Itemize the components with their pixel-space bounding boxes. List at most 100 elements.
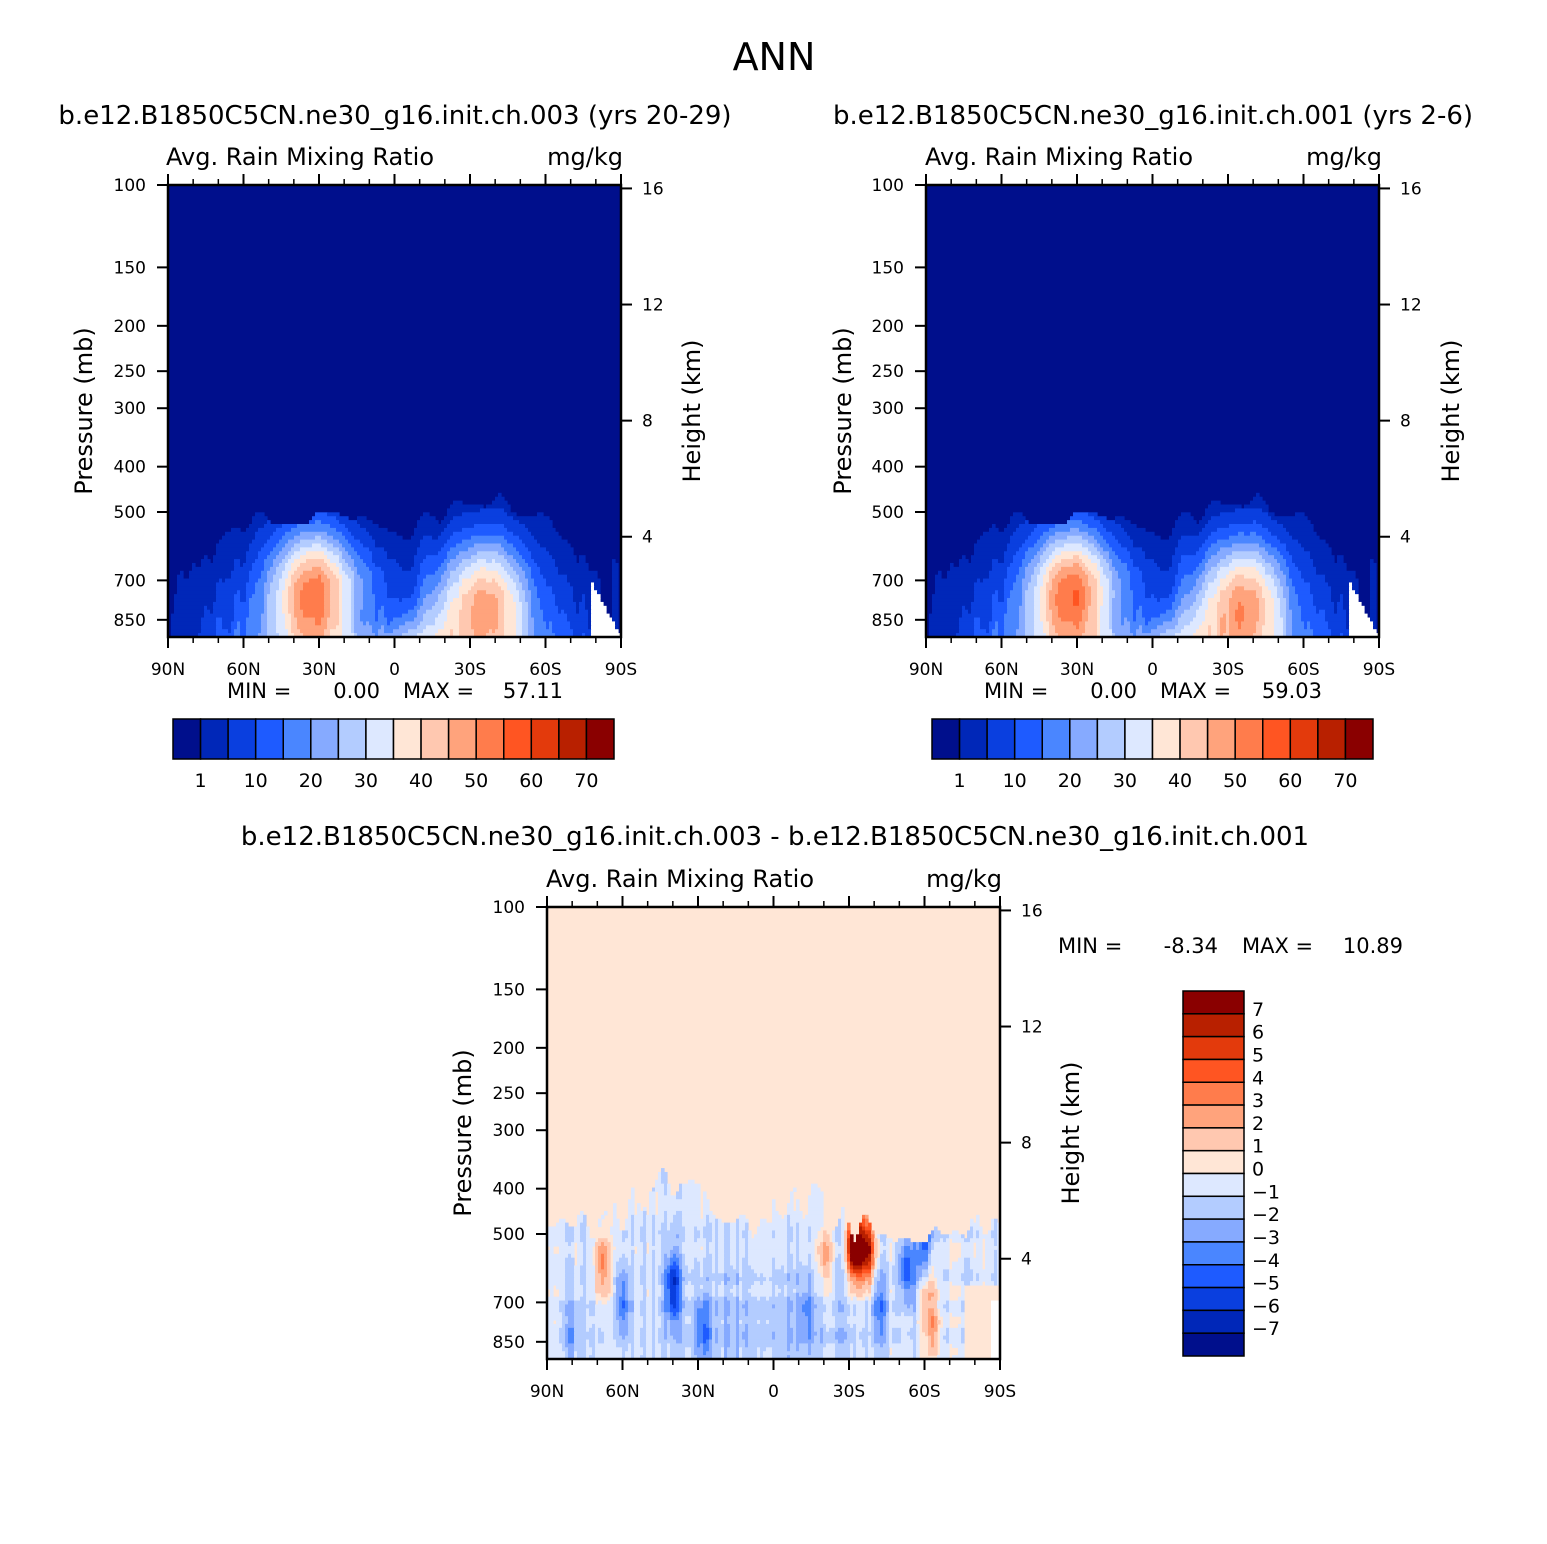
contour-cell	[604, 1331, 614, 1337]
contour-cell	[1121, 601, 1134, 607]
contour-cell	[598, 1257, 602, 1263]
contour-cell	[1088, 524, 1104, 529]
contour-cell	[880, 1300, 884, 1306]
contour-cell	[628, 1323, 635, 1329]
contour-cell	[1073, 512, 1089, 517]
contour-cell	[904, 1238, 911, 1243]
contour-cell	[772, 1304, 776, 1309]
contour-cell	[931, 1296, 938, 1302]
contour-cell	[985, 1246, 1000, 1251]
contour-cell	[528, 609, 532, 615]
contour-cell	[1025, 633, 1035, 637]
contour-cell	[1004, 613, 1020, 619]
contour-cell	[769, 1296, 788, 1302]
contour-cell	[595, 1355, 623, 1359]
contour-cell	[1145, 594, 1152, 599]
contour-cell	[423, 598, 439, 603]
contour-cell	[312, 516, 337, 521]
x-tick-label: 60N	[226, 660, 260, 680]
contour-cell	[877, 1284, 887, 1290]
contour-cell	[712, 1339, 716, 1345]
contour-cell	[381, 566, 403, 572]
contour-cell	[171, 633, 199, 637]
contour-cell	[640, 1312, 647, 1317]
contour-cell	[1202, 527, 1218, 533]
contour-cell	[625, 1288, 629, 1294]
contour-cell	[1016, 574, 1026, 580]
contour-cell	[796, 1312, 806, 1317]
contour-cell	[282, 605, 289, 611]
contour-cell	[1133, 613, 1137, 619]
contour-cell	[462, 598, 475, 603]
contour-cell	[835, 1316, 848, 1321]
contour-cell	[1037, 582, 1044, 587]
contour-cell	[739, 1339, 746, 1345]
contour-cell	[700, 1273, 704, 1278]
contour-cell	[258, 578, 268, 584]
contour-cell	[342, 582, 352, 587]
contour-cell	[1097, 633, 1101, 637]
contour-cell	[835, 1253, 839, 1259]
contour-cell	[691, 1347, 695, 1352]
contour-cell	[324, 559, 331, 564]
contour-cell	[1289, 566, 1299, 572]
contour-cell	[664, 1300, 671, 1306]
contour-cell	[934, 1273, 944, 1278]
contour-cell	[634, 1331, 641, 1337]
contour-cell	[967, 1234, 974, 1239]
contour-cell	[1208, 625, 1212, 630]
contour-cell	[883, 1296, 887, 1302]
contour-cell	[940, 1343, 950, 1348]
contour-cell	[547, 1351, 566, 1356]
contour-cell	[700, 1296, 704, 1302]
colorbar-box	[1182, 1264, 1245, 1289]
contour-cell	[935, 578, 978, 584]
contour-cell	[1208, 601, 1218, 607]
contour-cell	[655, 1355, 662, 1359]
contour-cell	[567, 578, 601, 584]
contour-cell	[823, 1355, 836, 1359]
contour-cell	[330, 613, 340, 619]
contour-cell	[646, 1316, 653, 1321]
contour-cell	[342, 629, 352, 634]
contour-cell	[760, 1218, 767, 1224]
contour-cell	[889, 1343, 914, 1348]
colorbar-label: 20	[299, 770, 323, 792]
contour-cell	[943, 1238, 947, 1243]
contour-cell	[655, 1323, 662, 1329]
contour-cell	[345, 570, 355, 576]
contour-cell	[1313, 633, 1332, 637]
contour-cell	[598, 1249, 608, 1255]
contour-cell	[691, 1320, 695, 1325]
contour-cell	[303, 582, 325, 587]
contour-cell	[1007, 601, 1023, 607]
contour-cell	[1298, 598, 1314, 603]
contour-cell	[676, 1234, 680, 1239]
contour-cell	[1229, 629, 1257, 634]
contour-cell	[556, 1320, 563, 1325]
contour-cell	[513, 578, 520, 584]
contour-cell	[585, 598, 592, 603]
contour-cell	[420, 539, 448, 545]
contour-cell	[234, 559, 241, 564]
contour-cell	[459, 625, 472, 630]
contour-cell	[567, 617, 589, 623]
contour-cell	[1100, 625, 1110, 630]
contour-cell	[634, 1323, 644, 1329]
contour-cell	[730, 1230, 737, 1235]
contour-cell	[1097, 625, 1101, 630]
contour-cell	[1214, 578, 1221, 584]
contour-cell	[700, 1261, 704, 1267]
contour-cell	[1349, 617, 1371, 623]
contour-cell	[844, 1339, 857, 1345]
contour-cell	[613, 1312, 617, 1317]
contour-cell	[1352, 582, 1359, 587]
contour-cell	[760, 1320, 767, 1325]
contour-cell	[1055, 555, 1074, 560]
contour-cell	[613, 1210, 617, 1216]
contour-cell	[522, 617, 529, 623]
contour-cell	[459, 551, 478, 556]
contour-cell	[844, 1246, 848, 1251]
contour-cell	[832, 1261, 836, 1267]
contour-cell	[1145, 555, 1173, 560]
